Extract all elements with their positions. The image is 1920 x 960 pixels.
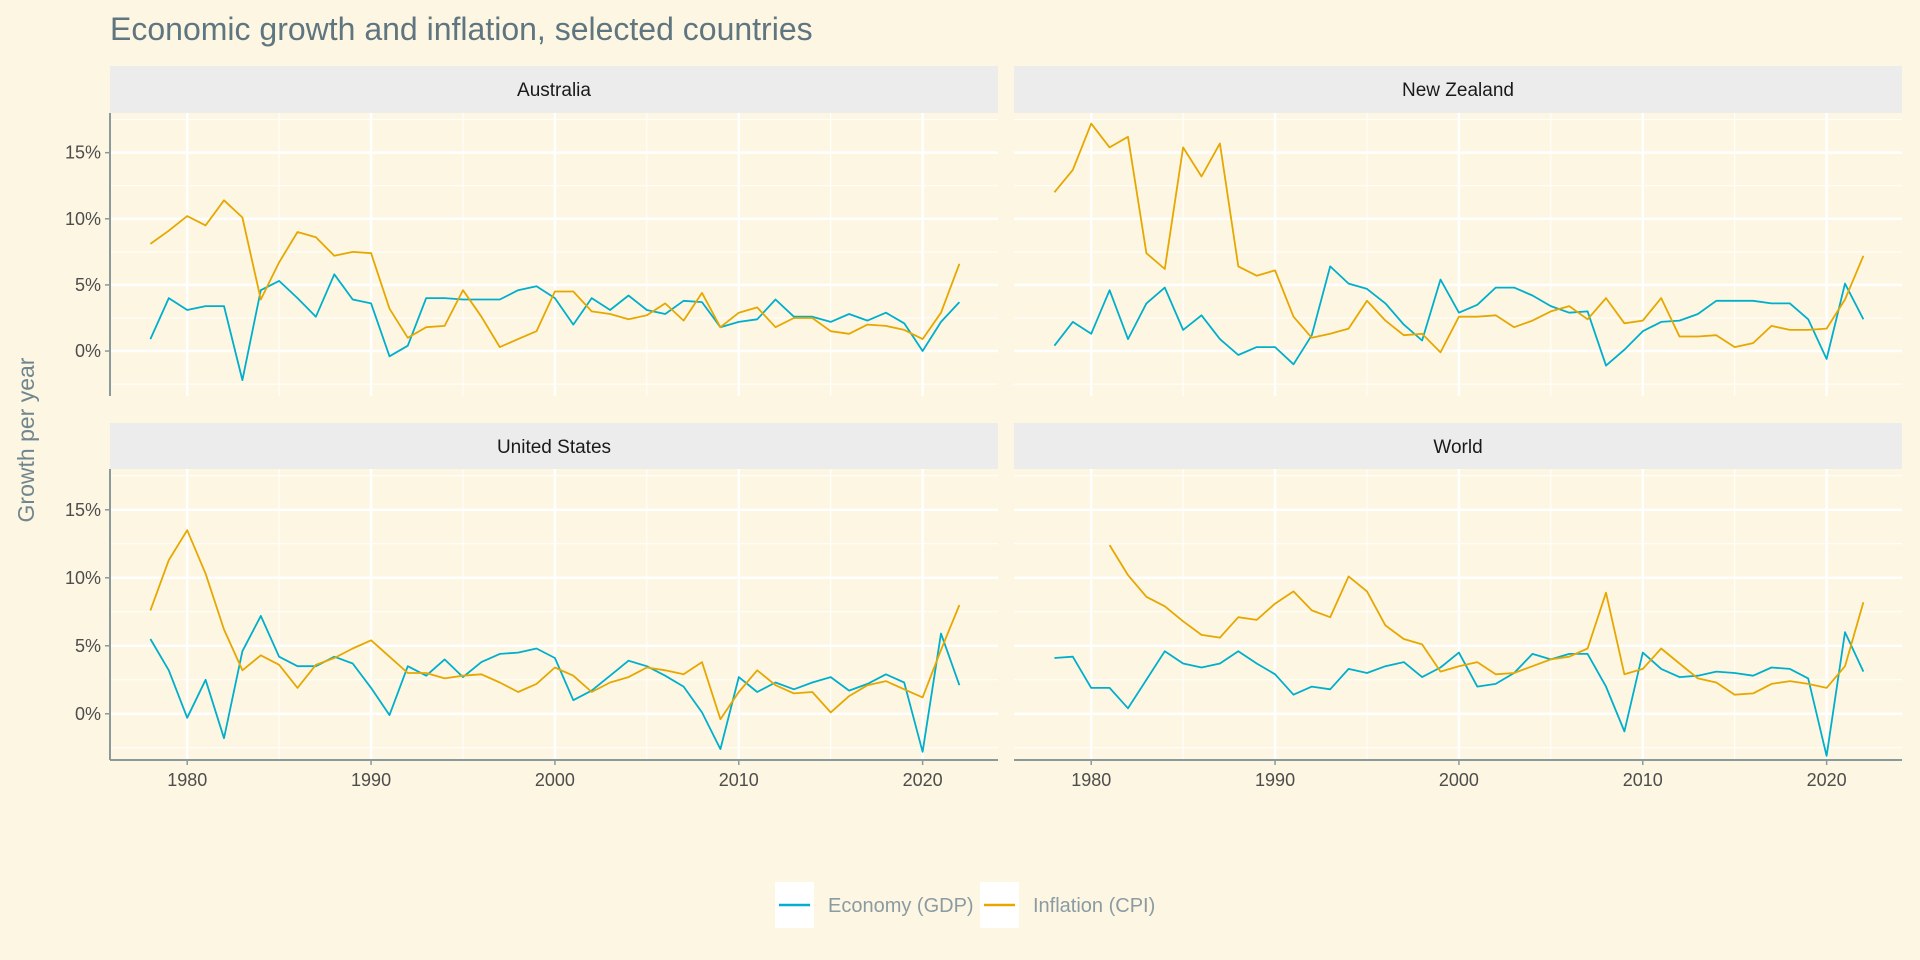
y-tick-label: 15% xyxy=(65,143,101,163)
series-line-gdp xyxy=(1054,631,1865,757)
facet-strip xyxy=(110,423,998,469)
series-line-cpi xyxy=(1108,544,1865,696)
facet-strip-label: New Zealand xyxy=(1402,80,1514,101)
legend-label-gdp: Economy (GDP) xyxy=(828,895,974,917)
panel-united-states: United States 0% 5% 10% 15% 1980 1990 2000 2010 2… xyxy=(65,423,998,790)
y-tick-label: 10% xyxy=(65,209,101,229)
x-tick-label: 2020 xyxy=(903,770,943,790)
x-tick-label: 1990 xyxy=(351,770,391,790)
y-tick-label: 15% xyxy=(65,500,101,520)
panels: Australia 0% 5% 10% 15% New Zealand United Sta… xyxy=(65,66,1902,790)
legend-label-cpi: Inflation (CPI) xyxy=(1033,895,1155,917)
y-tick-label: 0% xyxy=(75,341,101,361)
x-tick-label: 2000 xyxy=(1439,770,1479,790)
series-line-cpi xyxy=(149,199,961,348)
x-tick-label: 2020 xyxy=(1807,770,1847,790)
chart-title: Economic growth and inflation, selected … xyxy=(110,11,813,47)
facet-strip-label: World xyxy=(1433,437,1482,458)
x-tick-label: 2010 xyxy=(1623,770,1663,790)
y-tick-label: 5% xyxy=(75,636,101,656)
series-line-cpi xyxy=(1053,122,1865,354)
x-tick-label: 2000 xyxy=(535,770,575,790)
y-tick-label: 10% xyxy=(65,568,101,588)
facet-strip xyxy=(1014,423,1902,469)
series-line-gdp xyxy=(149,615,961,753)
facet-strip-label: Australia xyxy=(517,80,591,101)
y-tick-label: 0% xyxy=(75,704,101,724)
series-line-gdp xyxy=(1053,265,1865,367)
facet-strip xyxy=(1014,66,1902,113)
x-tick-label: 1980 xyxy=(167,770,207,790)
x-tick-label: 2010 xyxy=(719,770,759,790)
legend: Economy (GDP) Inflation (CPI) xyxy=(775,882,1155,928)
series-line-gdp xyxy=(149,273,961,381)
facet-strip-label: United States xyxy=(497,437,611,458)
x-tick-label: 1980 xyxy=(1071,770,1111,790)
y-axis-label: Growth per year xyxy=(13,357,39,522)
y-tick-label: 5% xyxy=(75,275,101,295)
x-tick-label: 1990 xyxy=(1255,770,1295,790)
panel-australia: Australia 0% 5% 10% 15% xyxy=(65,66,998,396)
panel-new-zealand: New Zealand xyxy=(1014,66,1902,396)
panel-world: World 1980 1990 2000 2010 2020 xyxy=(1014,423,1902,790)
series-line-cpi xyxy=(149,529,961,721)
facet-strip xyxy=(110,66,998,113)
